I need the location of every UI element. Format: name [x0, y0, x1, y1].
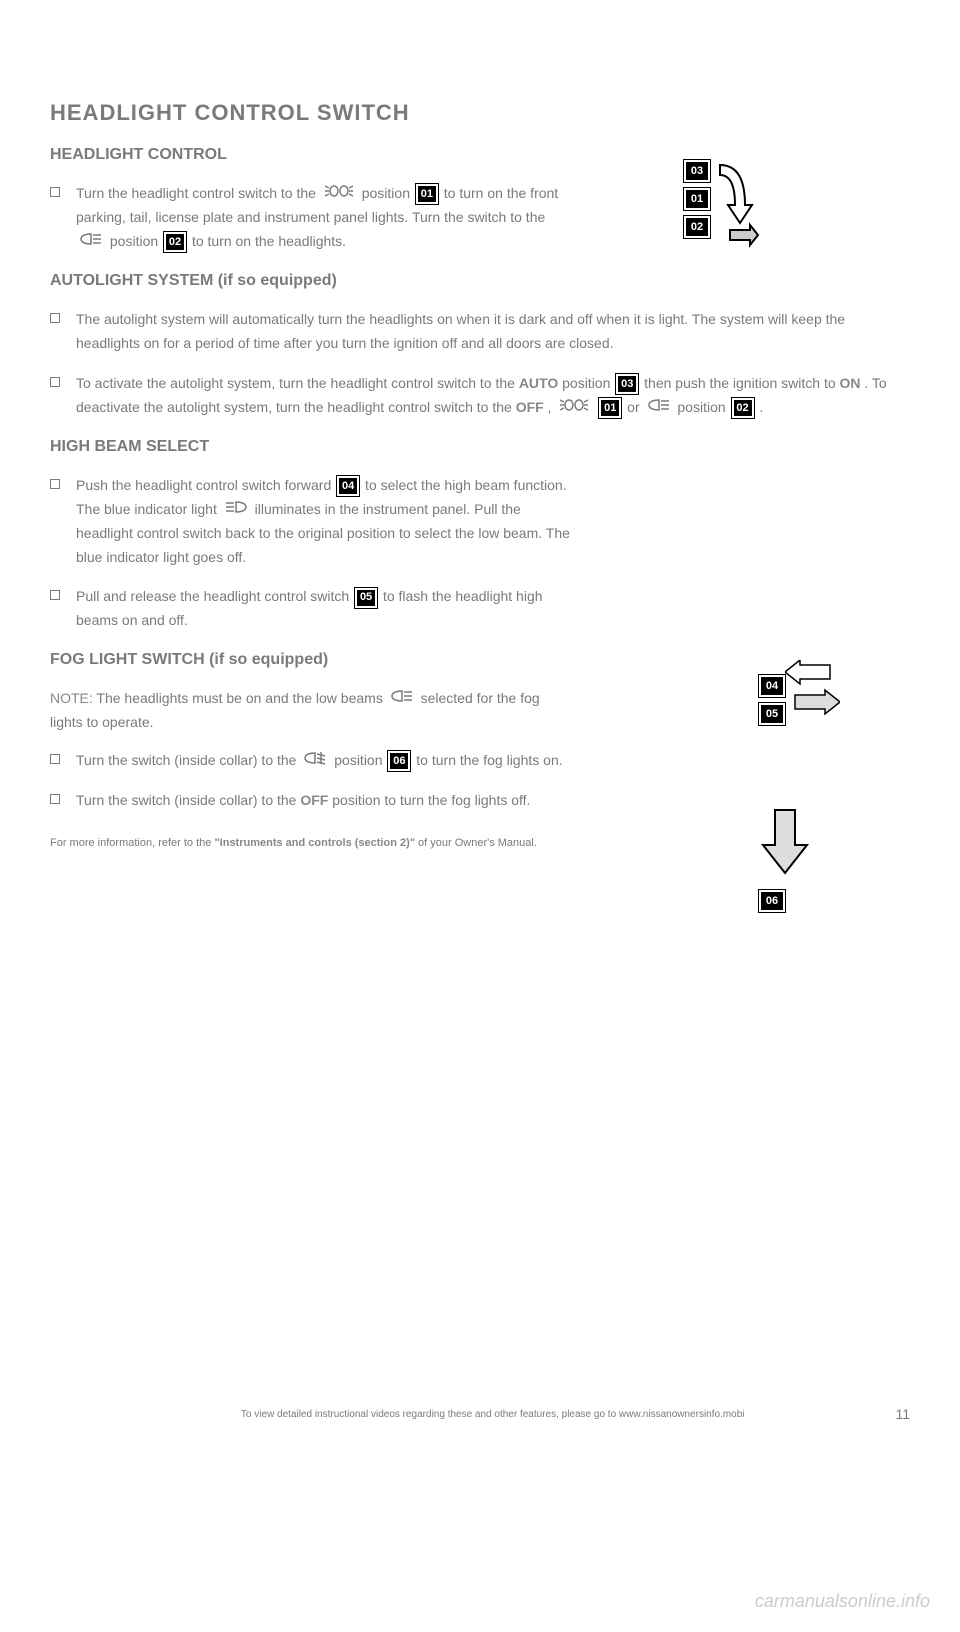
- callout-01: 01: [599, 398, 621, 418]
- callout-02: 02: [684, 216, 710, 238]
- bullet-hb-2: Pull and release the headlight control s…: [50, 585, 570, 633]
- diagram-high-beam: 04 05: [759, 675, 785, 725]
- text: to turn the fog lights on.: [416, 752, 562, 768]
- page-title: HEADLIGHT CONTROL SWITCH: [50, 100, 910, 126]
- section-autolight: AUTOLIGHT SYSTEM (if so equipped): [50, 272, 910, 290]
- text: position: [677, 399, 729, 415]
- text-auto: AUTO: [519, 375, 558, 391]
- callout-04: 04: [337, 476, 359, 496]
- text-off: OFF: [300, 792, 328, 808]
- bullet-fl-1: Turn the switch (inside collar) to the p…: [50, 749, 570, 773]
- bullet-marker: [50, 313, 60, 323]
- text: .: [759, 399, 763, 415]
- fog-note: NOTE: The headlights must be on and the …: [50, 687, 570, 735]
- section-fog-light: FOG LIGHT SWITCH (if so equipped): [50, 651, 910, 669]
- bullet-marker: [50, 590, 60, 600]
- text: then push the ignition switch to: [644, 375, 839, 391]
- text: position: [334, 752, 386, 768]
- page-footer: To view detailed instructional videos re…: [0, 1406, 960, 1422]
- text: Push the headlight control switch forwar…: [76, 477, 335, 493]
- bullet-marker: [50, 187, 60, 197]
- parking-light-icon: [323, 182, 355, 206]
- bullet-marker: [50, 794, 60, 804]
- text: position to turn the fog lights off.: [332, 792, 530, 808]
- text: position: [110, 233, 162, 249]
- high-beam-icon: [224, 498, 248, 522]
- rotary-arrow-icon: [710, 155, 760, 260]
- push-pull-arrows-icon: [785, 660, 840, 735]
- callout-01: 01: [684, 188, 710, 210]
- text: Pull and release the headlight control s…: [76, 588, 353, 604]
- text: to turn on the headlights.: [192, 233, 346, 249]
- callout-06: 06: [759, 890, 785, 912]
- section-headlight-control: HEADLIGHT CONTROL: [50, 146, 910, 164]
- diagram-switch-positions: 03 01 02: [684, 160, 710, 238]
- text-off: OFF: [516, 399, 544, 415]
- bullet-hc-1: Turn the headlight control switch to the…: [50, 182, 570, 254]
- bullet-al-2: To activate the autolight system, turn t…: [50, 372, 910, 420]
- down-arrow-icon: [755, 805, 815, 885]
- callout-02: 02: [164, 232, 186, 252]
- bullet-marker: [50, 754, 60, 764]
- watermark: carmanualsonline.info: [755, 1591, 930, 1612]
- text-on: ON: [840, 375, 861, 391]
- headlight-icon: [390, 687, 414, 711]
- text: To activate the autolight system, turn t…: [76, 375, 519, 391]
- text: of your Owner's Manual.: [418, 837, 537, 849]
- text: Turn the switch (inside collar) to the: [76, 792, 300, 808]
- text: The headlights must be on and the low be…: [96, 690, 386, 706]
- text: For more information, refer to the: [50, 837, 214, 849]
- callout-05: 05: [759, 703, 785, 725]
- section-high-beam: HIGH BEAM SELECT: [50, 438, 910, 456]
- headlight-icon: [647, 396, 671, 420]
- headlight-icon: [79, 230, 103, 254]
- diagram-fog-switch: 06: [759, 890, 785, 912]
- text-bold: "Instruments and controls (section 2)": [214, 837, 415, 849]
- bullet-marker: [50, 377, 60, 387]
- text: or: [627, 399, 643, 415]
- parking-light-icon: [558, 396, 590, 420]
- text: The autolight system will automatically …: [76, 308, 910, 356]
- callout-01: 01: [416, 184, 438, 204]
- footer-video-text: To view detailed instructional videos re…: [90, 1409, 895, 1420]
- callout-03: 03: [684, 160, 710, 182]
- text: position: [362, 185, 414, 201]
- callout-04: 04: [759, 675, 785, 697]
- bullet-fl-2: Turn the switch (inside collar) to the O…: [50, 789, 570, 813]
- bullet-al-1: The autolight system will automatically …: [50, 308, 910, 356]
- callout-06: 06: [388, 751, 410, 771]
- bullet-marker: [50, 479, 60, 489]
- text: position: [562, 375, 614, 391]
- page-number: 11: [895, 1406, 910, 1422]
- text: Turn the switch (inside collar) to the: [76, 752, 300, 768]
- callout-02: 02: [732, 398, 754, 418]
- text: Turn the headlight control switch to the: [76, 185, 320, 201]
- bullet-hb-1: Push the headlight control switch forwar…: [50, 474, 570, 570]
- fog-light-icon: [303, 749, 327, 773]
- note-label: NOTE:: [50, 690, 93, 706]
- callout-05: 05: [355, 588, 377, 608]
- text: ,: [548, 399, 556, 415]
- callout-03: 03: [616, 374, 638, 394]
